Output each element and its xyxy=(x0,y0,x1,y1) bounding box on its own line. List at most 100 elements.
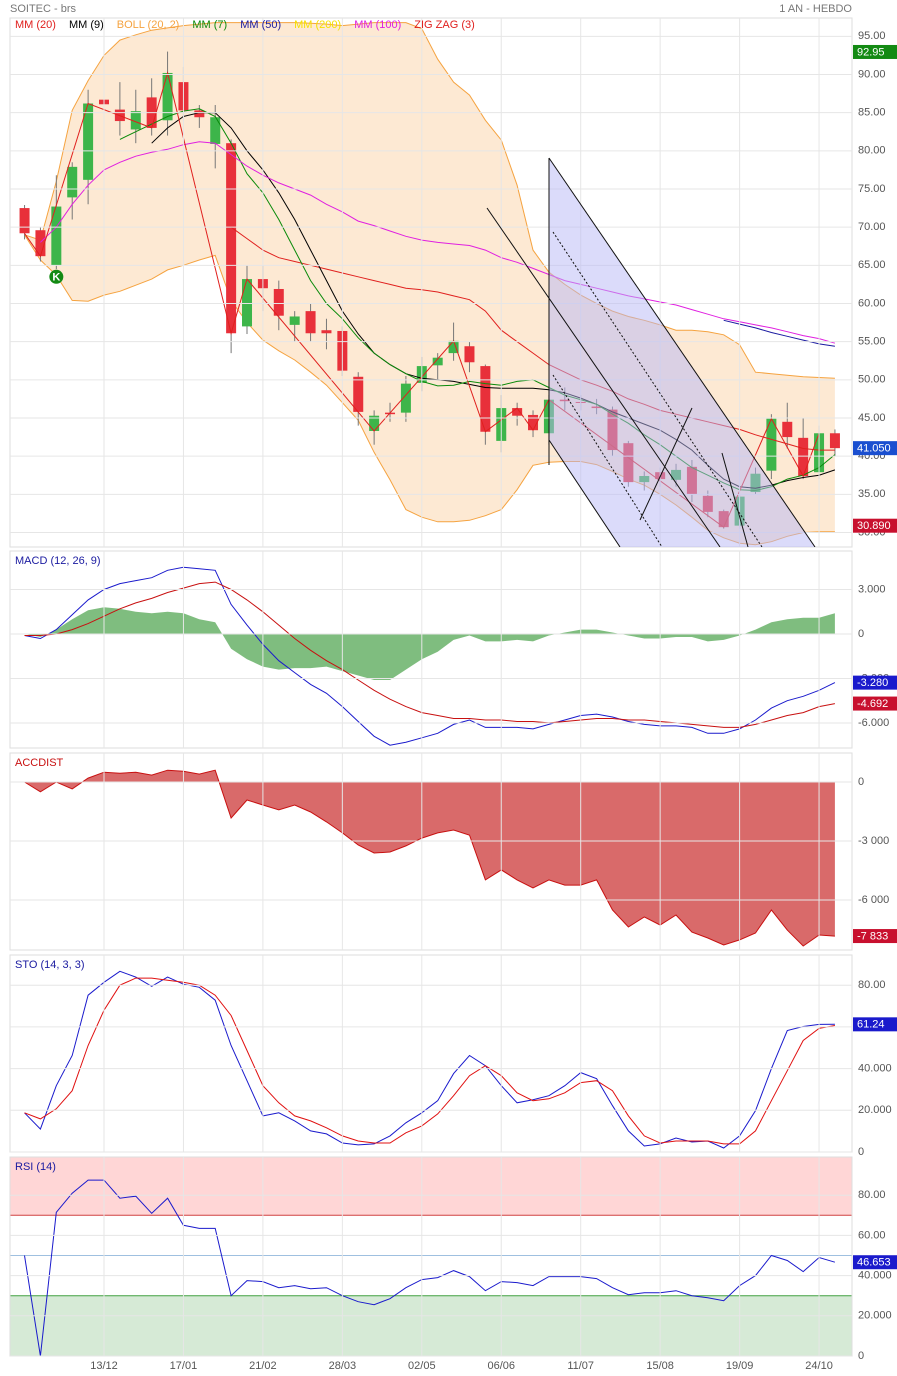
trend-line xyxy=(721,452,749,547)
panel-frame xyxy=(9,550,853,749)
value-badge-label: 46.653 xyxy=(857,1257,891,1269)
panel-title: RSI (14) xyxy=(15,1161,56,1173)
panel-plot xyxy=(24,970,835,1149)
macd-line xyxy=(24,581,835,728)
x-tick-label: 06/06 xyxy=(487,1360,515,1372)
y-tick-label: 95.00 xyxy=(858,30,886,42)
candle-body xyxy=(242,279,253,327)
trend-line xyxy=(486,207,721,547)
y-tick-label: 20.000 xyxy=(858,1104,892,1116)
y-tick-label: 75.00 xyxy=(858,183,886,195)
candle-body xyxy=(19,208,30,234)
trend-line xyxy=(639,407,693,521)
y-tick-label: 0 xyxy=(858,1146,864,1158)
indicator-line xyxy=(24,977,835,1145)
x-tick-label: 21/02 xyxy=(249,1360,277,1372)
value-badge-label: -3.280 xyxy=(857,677,888,689)
candle-body xyxy=(353,376,364,412)
moving-average xyxy=(40,141,836,344)
candle-body xyxy=(51,206,62,266)
value-badge xyxy=(853,929,897,944)
y-tick-label: 80.00 xyxy=(858,1189,886,1201)
candle-body xyxy=(194,110,205,118)
value-badge-label: -7 833 xyxy=(857,930,888,942)
y-tick-label: 35.00 xyxy=(858,488,886,500)
bollinger-upper xyxy=(24,22,835,379)
channel-mid xyxy=(552,231,763,547)
candle-body xyxy=(273,288,284,316)
value-badge-label: 30.890 xyxy=(857,520,891,532)
panel-plot xyxy=(10,1157,852,1356)
candle-body xyxy=(782,421,793,438)
value-badge xyxy=(853,1255,897,1270)
candle-body xyxy=(528,414,539,431)
x-tick-label: 17/01 xyxy=(170,1360,198,1372)
y-tick-label: -6.000 xyxy=(858,717,889,729)
y-tick-label: -6 000 xyxy=(858,894,889,906)
macd-histogram xyxy=(24,607,835,680)
candle-body xyxy=(226,143,237,334)
value-badge xyxy=(853,696,897,711)
candle-body xyxy=(400,383,411,413)
candle-body xyxy=(369,415,380,431)
marker-label: K xyxy=(52,272,60,284)
candle-body xyxy=(432,357,443,366)
x-tick-label: 19/09 xyxy=(726,1360,754,1372)
indicator-line xyxy=(24,970,835,1149)
y-tick-label: 70.00 xyxy=(858,221,886,233)
accdist-area xyxy=(24,770,835,946)
panel-plot xyxy=(24,769,835,947)
panel-frame xyxy=(9,752,853,951)
overbought-zone xyxy=(10,1157,852,1216)
value-badge xyxy=(853,518,897,533)
value-badge xyxy=(853,1017,897,1032)
period-label: 1 AN - HEBDO xyxy=(779,3,852,15)
legend-entry: MM (200) xyxy=(294,19,341,31)
legend-entry: MM (20) xyxy=(15,19,56,31)
moving-average xyxy=(723,319,835,347)
x-tick-label: 15/08 xyxy=(646,1360,674,1372)
candle-body xyxy=(448,340,459,354)
candle-body xyxy=(829,433,840,449)
x-tick-label: 13/12 xyxy=(90,1360,118,1372)
channel-line xyxy=(548,439,621,547)
x-tick-label: 24/10 xyxy=(805,1360,833,1372)
oversold-zone xyxy=(10,1295,852,1356)
candle-body xyxy=(130,111,141,130)
candle-body xyxy=(67,166,78,198)
channel-mid xyxy=(552,374,663,547)
y-tick-label: 0 xyxy=(858,776,864,788)
legend-entry: MM (50) xyxy=(240,19,281,31)
panel-frame xyxy=(9,17,853,548)
indicator-line xyxy=(24,1179,836,1356)
y-tick-label: 80.00 xyxy=(858,145,886,157)
x-tick-label: 28/03 xyxy=(329,1360,357,1372)
y-tick-label: 0 xyxy=(858,1350,864,1362)
value-badge-label: -4.692 xyxy=(857,698,888,710)
legend-entry: BOLL (20, 2) xyxy=(117,19,180,31)
y-tick-label: 60.00 xyxy=(858,297,886,309)
accdist-line xyxy=(24,769,835,947)
legend-entry: MM (9) xyxy=(69,19,104,31)
candle-body xyxy=(289,316,300,325)
y-tick-label: 55.00 xyxy=(858,336,886,348)
value-badge xyxy=(853,44,897,59)
y-tick-label: 45.00 xyxy=(858,412,886,424)
candle-body xyxy=(512,408,523,416)
candle-body xyxy=(798,437,809,477)
legend-entry: MM (7) xyxy=(192,19,227,31)
panel-frame xyxy=(9,954,853,1153)
panel-title: ACCDIST xyxy=(15,757,64,769)
candle-body xyxy=(480,366,491,432)
value-badge-label: 61.24 xyxy=(857,1019,885,1031)
y-tick-label: 20.000 xyxy=(858,1310,892,1322)
legend-entry: MM (100) xyxy=(354,19,401,31)
y-tick-label: 40.000 xyxy=(858,1270,892,1282)
x-tick-label: 02/05 xyxy=(408,1360,436,1372)
candle-body xyxy=(464,346,475,363)
candle-body xyxy=(83,103,94,180)
y-tick-label: 0 xyxy=(858,628,864,640)
candle-body xyxy=(35,230,46,257)
candle-body xyxy=(766,418,777,471)
y-tick-label: 80.00 xyxy=(858,979,886,991)
